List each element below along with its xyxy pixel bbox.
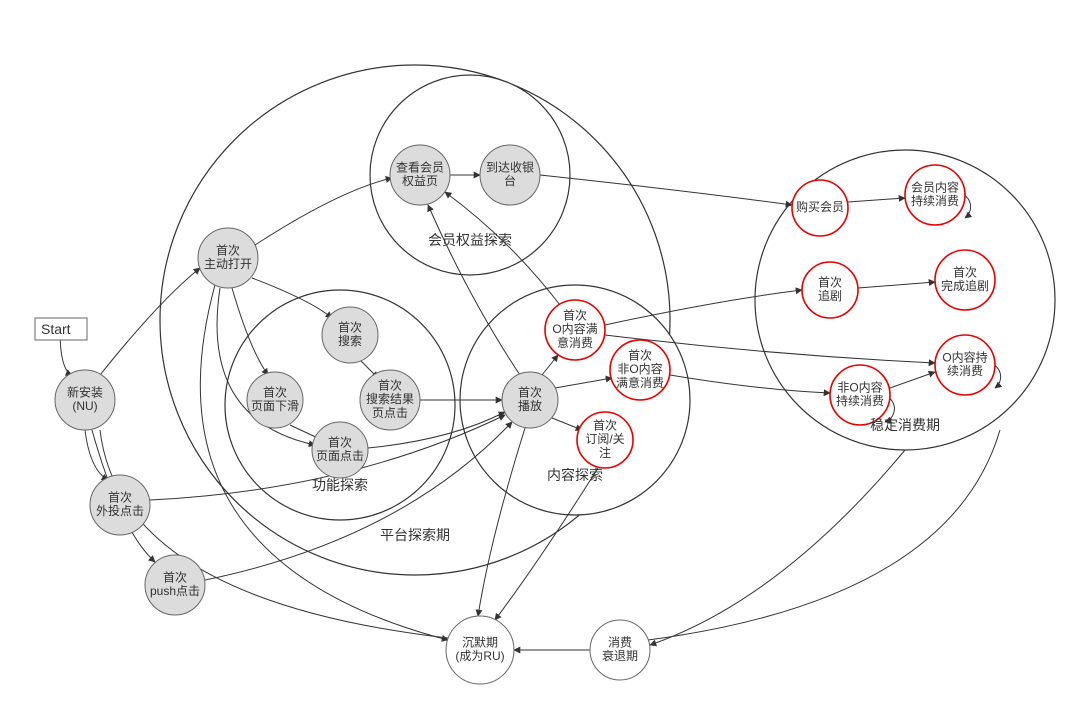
node-label-first_pgclick-1: 页面点击 <box>316 449 364 463</box>
node-label-finish_chase-0: 首次 <box>953 265 977 279</box>
node-label-first_sub-1: 订阅/关 <box>585 432 624 446</box>
node-label-new_install-1: (NU) <box>72 399 97 413</box>
group-label-function: 功能探索 <box>312 477 368 493</box>
node-label-first_push-0: 首次 <box>163 570 187 584</box>
node-label-first_adclick-1: 外投点击 <box>96 503 144 518</box>
node-label-first_push-1: push点击 <box>150 584 200 598</box>
node-label-first_adclick-0: 首次 <box>108 490 132 504</box>
node-label-o_cont-0: O内容持 <box>942 349 987 364</box>
node-label-finish_chase-1: 完成追剧 <box>941 278 989 293</box>
node-label-silent-1: (成为RU) <box>455 649 504 663</box>
node-label-first_play-1: 播放 <box>518 398 542 413</box>
node-label-first_open-0: 首次 <box>216 243 240 257</box>
node-label-first_search-1: 搜索 <box>338 333 362 348</box>
node-label-mem_cont-0: 会员内容 <box>911 179 959 194</box>
node-label-buy_member-0: 购买会员 <box>796 199 844 214</box>
node-label-first_scroll-0: 首次 <box>263 385 287 399</box>
edge-decline-stable_back <box>648 430 1000 640</box>
group-label-platform: 平台探索期 <box>380 527 450 543</box>
node-label-silent-0: 沉默期 <box>462 634 498 649</box>
node-label-first_no_sat-1: 非O内容 <box>617 361 662 376</box>
node-label-first_play-0: 首次 <box>518 385 542 399</box>
node-label-first_o_sat-2: 意消费 <box>557 335 593 350</box>
node-label-decline-0: 消费 <box>608 635 632 649</box>
node-label-first_no_sat-0: 首次 <box>628 348 652 362</box>
group-label-content: 内容探索 <box>547 467 603 483</box>
node-label-no_cont-1: 持续消费 <box>836 393 884 408</box>
node-label-first_srclick-1: 搜索结果 <box>366 391 414 406</box>
node-label-mem_cont-1: 持续消费 <box>911 193 959 208</box>
node-label-new_install-0: 新安装 <box>67 384 103 399</box>
group-layer <box>160 65 1055 575</box>
node-label-checkout-1: 台 <box>504 173 516 188</box>
start-label: Start <box>41 321 71 337</box>
node-label-first_scroll-1: 页面下滑 <box>251 399 299 413</box>
node-label-checkout-0: 到达收银 <box>486 160 534 174</box>
node-label-o_cont-1: 续消费 <box>947 364 983 378</box>
node-label-first_chase-1: 追剧 <box>818 288 842 303</box>
node-label-first_o_sat-0: 首次 <box>563 308 587 322</box>
node-label-first_srclick-0: 首次 <box>378 378 402 392</box>
state-diagram: Start新安装(NU)首次主动打开首次外投点击首次push点击查看会员权益页到… <box>0 0 1080 717</box>
edge-stable-decline <box>650 450 905 645</box>
group-label-member: 会员权益探索 <box>428 232 512 248</box>
node-label-first_no_sat-2: 满意消费 <box>616 375 664 390</box>
group-label-stable: 稳定消费期 <box>870 417 940 433</box>
node-label-first_o_sat-1: O内容满 <box>552 321 597 336</box>
node-label-decline-1: 衰退期 <box>602 648 638 663</box>
node-label-first_chase-0: 首次 <box>818 275 842 289</box>
node-label-first_srclick-2: 页点击 <box>372 406 408 420</box>
node-label-first_pgclick-0: 首次 <box>328 435 352 449</box>
node-label-no_cont-0: 非O内容 <box>837 379 882 394</box>
node-label-first_sub-0: 首次 <box>593 418 617 432</box>
node-label-first_sub-2: 注 <box>599 445 611 460</box>
node-label-first_search-0: 首次 <box>338 320 362 334</box>
node-label-view_member-0: 查看会员 <box>396 160 444 174</box>
node-label-first_open-1: 主动打开 <box>204 257 252 271</box>
node-label-view_member-1: 权益页 <box>402 174 438 188</box>
